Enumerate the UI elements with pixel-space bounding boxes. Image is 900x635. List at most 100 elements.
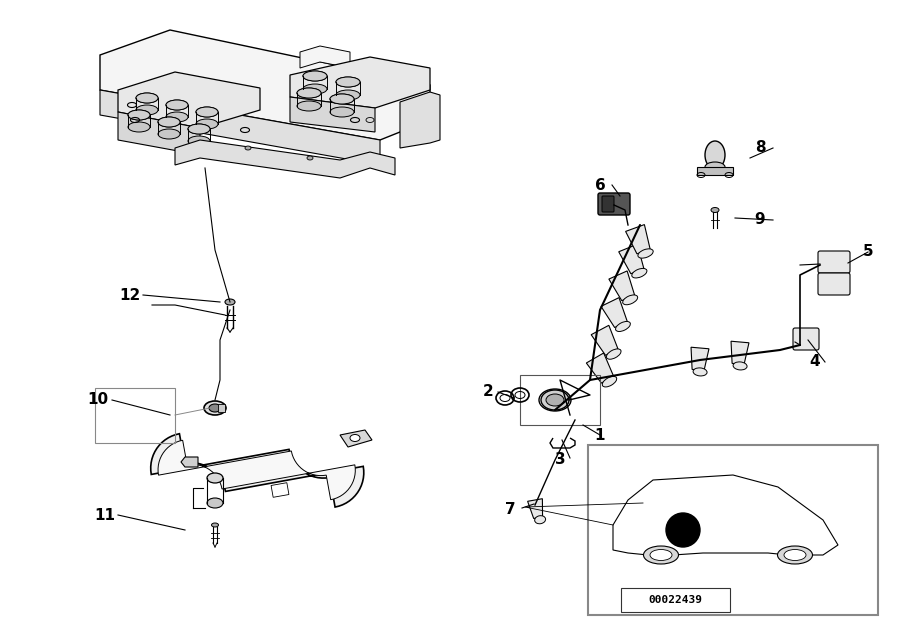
Circle shape [666,513,700,547]
Ellipse shape [616,321,630,331]
FancyBboxPatch shape [818,251,850,273]
Polygon shape [100,30,430,140]
Bar [588,445,878,615]
Ellipse shape [136,93,158,103]
Ellipse shape [303,71,327,81]
Ellipse shape [303,84,327,94]
Text: 1: 1 [595,427,605,443]
Ellipse shape [204,401,226,415]
Ellipse shape [546,394,564,406]
Ellipse shape [166,100,188,110]
Ellipse shape [623,295,638,305]
Text: 5: 5 [863,244,873,260]
Polygon shape [527,498,543,519]
FancyBboxPatch shape [621,588,730,612]
Ellipse shape [330,94,354,104]
Ellipse shape [778,546,813,564]
Ellipse shape [212,523,219,527]
Ellipse shape [166,100,188,110]
Text: 6: 6 [595,178,606,192]
Ellipse shape [158,129,180,139]
Polygon shape [601,298,627,328]
Ellipse shape [207,473,223,483]
Ellipse shape [693,368,707,376]
Ellipse shape [196,119,218,129]
Polygon shape [175,140,395,178]
Ellipse shape [166,112,188,122]
Polygon shape [731,341,749,364]
Ellipse shape [330,107,354,117]
Ellipse shape [330,94,354,104]
Polygon shape [300,46,350,68]
Ellipse shape [188,124,210,134]
Ellipse shape [535,516,545,524]
Text: 2: 2 [482,385,493,399]
Text: 7: 7 [505,502,516,518]
Polygon shape [400,92,440,148]
Bar [218,404,225,412]
Ellipse shape [225,299,235,305]
Polygon shape [290,57,430,108]
Text: 3: 3 [554,453,565,467]
Polygon shape [591,325,618,356]
Polygon shape [181,457,198,467]
Polygon shape [158,440,356,500]
Text: 8: 8 [755,140,765,156]
Polygon shape [118,112,200,155]
Polygon shape [290,97,375,132]
Polygon shape [118,72,260,128]
Ellipse shape [196,107,218,117]
Ellipse shape [602,377,616,387]
Text: 10: 10 [87,392,109,408]
Ellipse shape [188,124,210,134]
Ellipse shape [336,90,360,100]
Ellipse shape [303,71,327,81]
Ellipse shape [188,136,210,146]
Polygon shape [618,244,644,274]
Text: 11: 11 [94,507,115,523]
Ellipse shape [158,117,180,127]
Ellipse shape [607,349,621,359]
Polygon shape [609,271,634,301]
Ellipse shape [711,208,719,213]
Ellipse shape [638,249,653,258]
Ellipse shape [336,77,360,87]
Text: 00022439: 00022439 [648,595,702,605]
Polygon shape [150,434,364,507]
Ellipse shape [128,122,150,132]
Ellipse shape [734,362,747,370]
Ellipse shape [297,88,321,98]
Ellipse shape [632,269,647,278]
FancyBboxPatch shape [818,273,850,295]
Ellipse shape [350,434,360,441]
Ellipse shape [307,156,313,160]
Ellipse shape [784,549,806,561]
Ellipse shape [705,141,725,169]
Text: 4: 4 [810,354,820,370]
Ellipse shape [128,110,150,120]
FancyBboxPatch shape [598,193,630,215]
Ellipse shape [158,117,180,127]
Bar [520,375,600,425]
Polygon shape [340,430,372,447]
Ellipse shape [297,101,321,111]
Polygon shape [626,225,650,254]
Ellipse shape [705,162,725,172]
Ellipse shape [245,146,251,150]
Polygon shape [697,167,733,175]
Polygon shape [691,347,709,370]
Ellipse shape [650,549,672,561]
Text: 12: 12 [120,288,140,302]
Ellipse shape [209,404,221,412]
Ellipse shape [196,107,218,117]
Polygon shape [586,353,614,383]
Polygon shape [100,90,380,165]
Bar [271,483,289,497]
FancyBboxPatch shape [602,196,614,212]
Ellipse shape [541,390,569,410]
FancyBboxPatch shape [793,328,819,350]
Ellipse shape [136,105,158,115]
Ellipse shape [207,498,223,508]
Ellipse shape [128,110,150,120]
Ellipse shape [297,88,321,98]
